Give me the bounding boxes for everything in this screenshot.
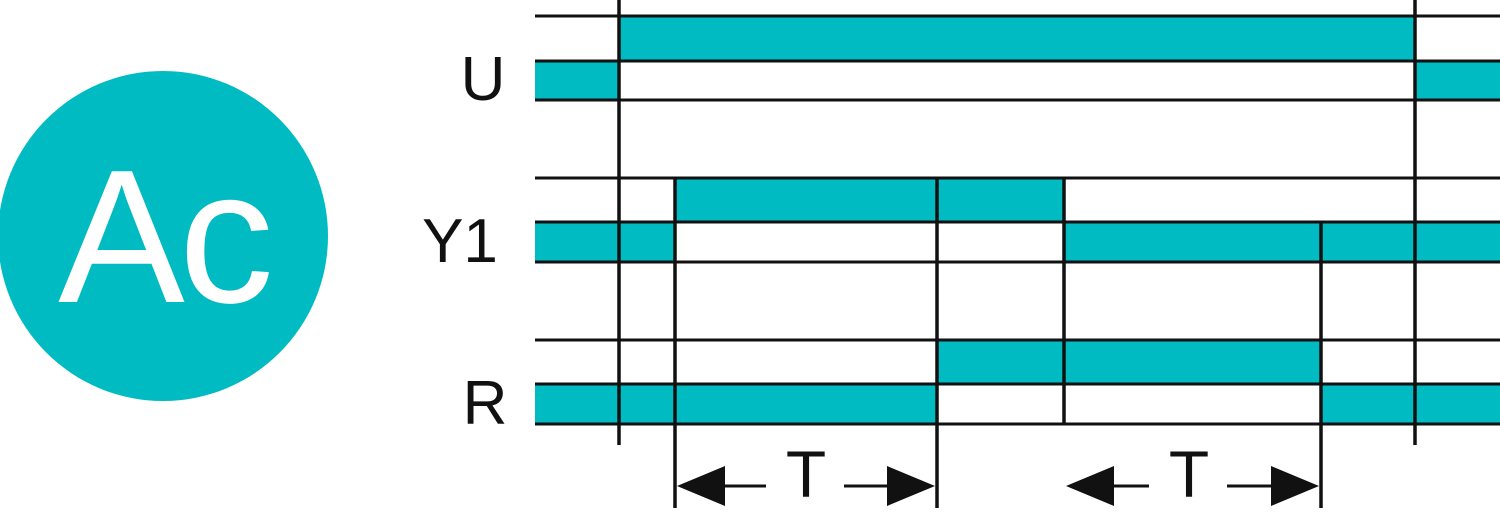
logo-circle: [0, 71, 328, 401]
signal-r-low-segment: [1321, 384, 1500, 424]
signal-r-high-segment: [937, 340, 1321, 384]
signal-y1-high-segment: [675, 178, 1064, 222]
signal-r-low-segment: [535, 384, 937, 424]
signal-u-high-segment: [619, 16, 1415, 61]
signal-u-low-segment: [535, 61, 619, 100]
arrow-left-icon: [1066, 466, 1114, 506]
logo: Ac: [0, 71, 328, 401]
arrow-right-icon: [1271, 466, 1319, 506]
signal-label-r: R: [463, 369, 508, 438]
signal-label-y1: Y1: [422, 207, 498, 276]
signal-y1-low-segment: [535, 222, 675, 262]
signal-label-u: U: [461, 45, 506, 114]
interval-label-2: T: [1169, 437, 1209, 511]
signal-y1-low-segment: [1064, 222, 1500, 262]
interval-label-1: T: [786, 437, 826, 511]
arrow-right-icon: [887, 466, 935, 506]
arrow-left-icon: [677, 466, 725, 506]
logo-text: Ac: [58, 131, 269, 343]
signal-u-low-segment: [1415, 61, 1500, 100]
